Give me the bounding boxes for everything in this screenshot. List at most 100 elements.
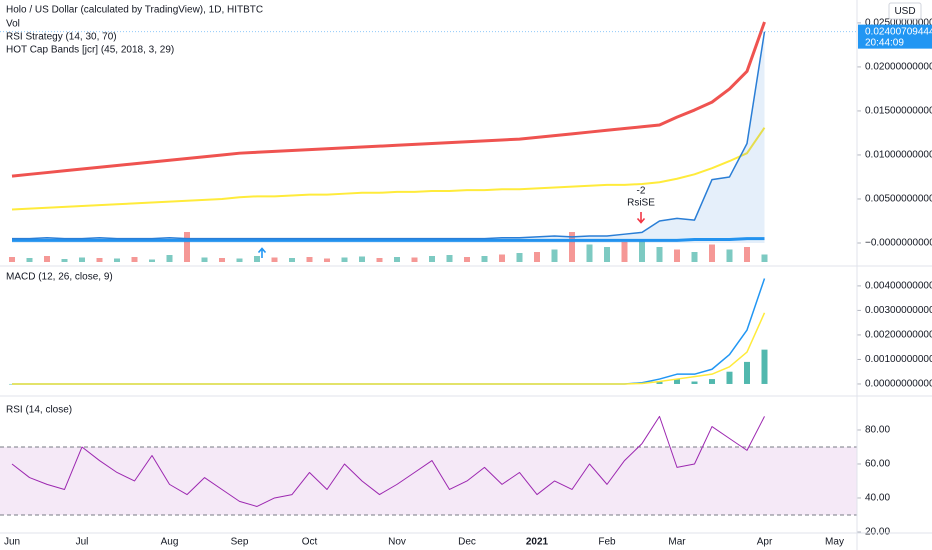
x-tick-label: Feb (598, 537, 616, 548)
volume-bar (551, 249, 558, 262)
volume-bar (166, 255, 173, 262)
series-line (12, 31, 766, 240)
y-tick-label: 0.00200000000 (865, 330, 932, 341)
volume-bar (429, 256, 435, 262)
y-tick-label: 60.00 (865, 459, 890, 470)
histogram-bar (726, 371, 733, 384)
last-price-box (858, 24, 932, 49)
volume-bar (271, 257, 278, 262)
x-tick-label: Jun (4, 537, 20, 548)
countdown-label: 20:44:09 (865, 37, 904, 48)
x-tick-label: 2021 (526, 537, 549, 548)
x-tick-label: Nov (388, 537, 406, 548)
volume-bar (236, 258, 243, 262)
volume-bar (306, 257, 313, 262)
x-tick-label: May (825, 537, 844, 548)
volume-bar (656, 247, 663, 262)
rsi-band-fill (0, 446, 857, 515)
x-tick-label: Dec (458, 537, 476, 548)
volume-bar (96, 258, 103, 262)
legend-entry: HOT Cap Bands [jcr] (45, 2018, 3, 29) (6, 45, 174, 56)
volume-bar (446, 255, 453, 262)
volume-bar (604, 247, 610, 262)
price-area (12, 31, 765, 243)
series-line (11, 21, 766, 178)
volume-bar (44, 256, 50, 262)
volume-bar (254, 256, 260, 262)
volume-bar (726, 249, 733, 262)
sell-arrow (636, 212, 646, 224)
histogram-bar (656, 381, 663, 384)
y-tick-label: 0.01000000000 (865, 150, 932, 161)
volume-bar (359, 256, 365, 262)
volume-bar (691, 252, 698, 262)
y-tick-label: 0.01500000000 (865, 106, 932, 117)
volume-bar (499, 254, 505, 262)
buy-arrow (257, 247, 267, 258)
x-tick-label: Aug (161, 537, 179, 548)
legend-entry: Vol (6, 19, 20, 30)
volume-bar (534, 252, 540, 262)
volume-bar (201, 257, 208, 262)
volume-bar (709, 244, 715, 262)
volume-bar (324, 258, 330, 262)
y-tick-label: 0.00400000000 (865, 281, 932, 292)
histogram-bar (709, 379, 715, 384)
volume-bar (79, 257, 85, 262)
x-tick-label: Sep (231, 537, 249, 548)
x-tick-label: Oct (302, 537, 318, 548)
series-line (11, 415, 765, 507)
series-line (12, 312, 766, 385)
volume-bar (9, 257, 15, 262)
volume-bar (569, 232, 575, 262)
volume-bar (674, 249, 680, 262)
volume-bar (761, 254, 768, 262)
volume-bar (131, 257, 138, 262)
y-tick-label: 40.00 (865, 493, 890, 504)
annotation: -2 (637, 186, 646, 197)
volume-bar (61, 259, 68, 262)
x-tick-label: Jul (76, 537, 89, 548)
volume-bar (411, 257, 418, 262)
histogram-bar (674, 379, 680, 384)
series-line (11, 127, 766, 211)
x-tick-label: Apr (757, 537, 773, 548)
pane-title: MACD (12, 26, close, 9) (6, 272, 113, 283)
volume-bar (621, 242, 628, 262)
histogram-bar (744, 361, 750, 384)
currency-box[interactable] (888, 2, 922, 20)
volume-bar (586, 244, 593, 262)
y-tick-label: −0.00000000000 (865, 238, 932, 249)
volume-bar (289, 258, 295, 262)
volume-bar (376, 258, 383, 262)
volume-bar (639, 239, 645, 262)
x-tick-label: Mar (668, 537, 686, 548)
volume-bar (744, 247, 750, 262)
volume-bar (149, 259, 155, 262)
y-tick-label: 0.02500000000 (865, 18, 932, 29)
y-tick-label: 20.00 (865, 527, 890, 538)
histogram-bar (691, 381, 698, 384)
y-tick-label: 80.00 (865, 425, 890, 436)
currency[interactable]: USD (894, 6, 915, 17)
volume-bar (516, 253, 523, 262)
volume-bar (184, 232, 190, 262)
volume-bar (341, 257, 348, 262)
volume-bar (481, 256, 488, 262)
volume-bar (394, 257, 400, 262)
volume-bar (26, 258, 33, 262)
histogram-bar (761, 349, 768, 384)
y-tick-label: 0.00000000000 (865, 379, 932, 390)
last-price-label: 0.02400709444 (865, 26, 932, 37)
legend-entry: RSI Strategy (14, 30, 70) (6, 32, 117, 43)
y-tick-label: 0.02000000000 (865, 62, 932, 73)
pane-title: RSI (14, close) (6, 405, 72, 416)
annotation: RsiSE (627, 198, 655, 209)
y-tick-label: 0.00500000000 (865, 194, 932, 205)
volume-bar (219, 258, 225, 262)
series-line (12, 237, 765, 242)
y-tick-label: 0.00300000000 (865, 305, 932, 316)
volume-bar (464, 257, 470, 262)
